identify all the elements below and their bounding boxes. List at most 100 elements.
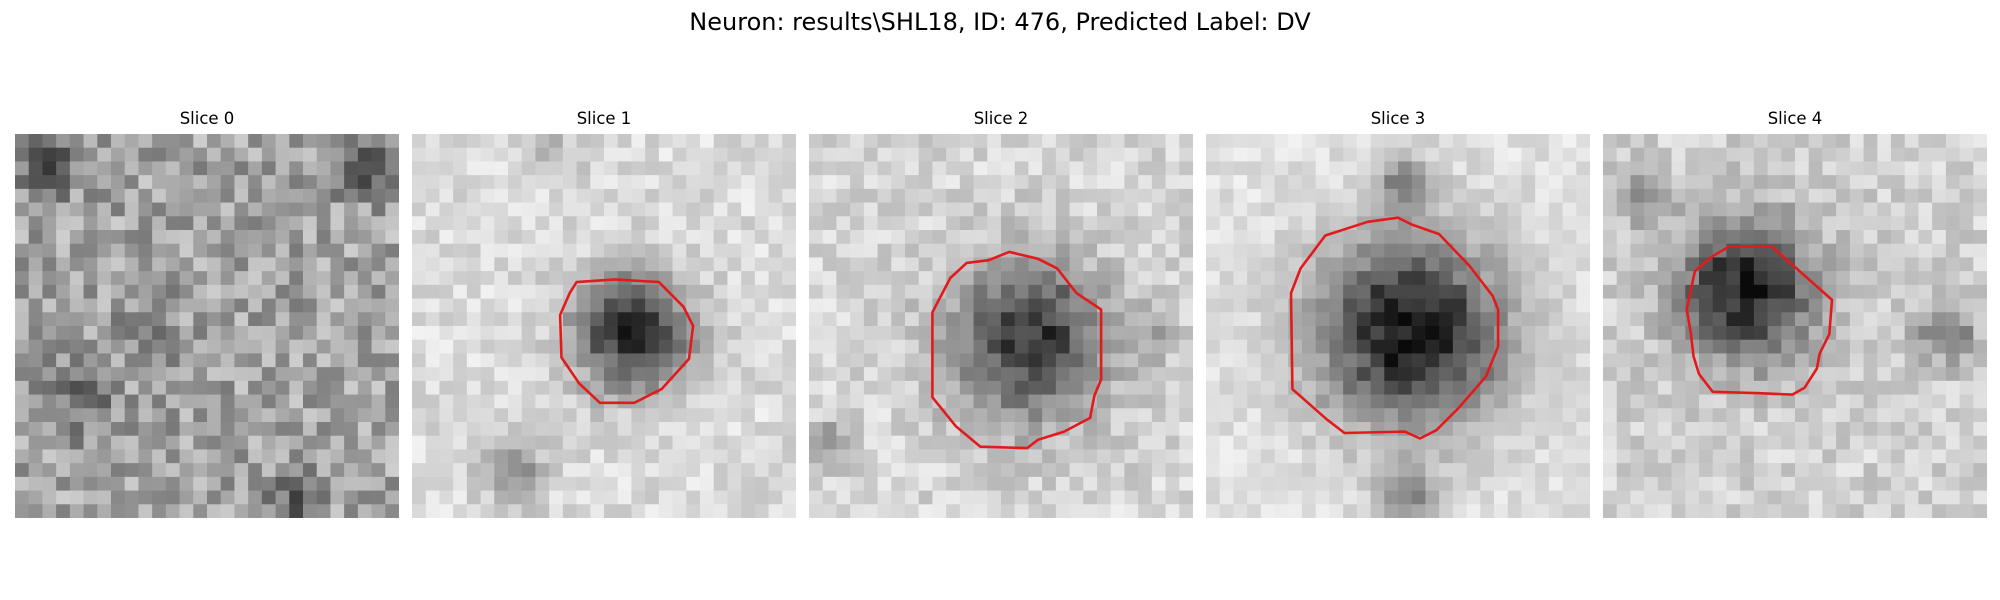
image-pixel	[330, 380, 345, 395]
image-pixel	[1548, 408, 1563, 423]
image-pixel	[1179, 339, 1193, 354]
image-pixel	[1507, 476, 1522, 491]
image-pixel	[1767, 504, 1782, 518]
image-pixel	[1959, 284, 1974, 299]
image-pixel	[1795, 408, 1810, 423]
image-pixel	[480, 326, 495, 341]
image-pixel	[1808, 188, 1823, 203]
image-pixel	[1411, 147, 1426, 162]
image-pixel	[1836, 243, 1851, 258]
image-pixel	[1726, 408, 1741, 423]
image-pixel	[658, 188, 673, 203]
image-pixel	[1014, 339, 1029, 354]
image-pixel	[1014, 490, 1029, 505]
image-pixel	[918, 339, 933, 354]
image-pixel	[1685, 161, 1700, 176]
image-pixel	[1398, 188, 1413, 203]
image-pixel	[973, 147, 988, 162]
image-pixel	[754, 202, 769, 217]
image-pixel	[1877, 243, 1892, 258]
image-pixel	[1945, 435, 1960, 450]
image-pixel	[1165, 476, 1180, 491]
image-pixel	[672, 175, 687, 190]
image-pixel	[1206, 271, 1221, 286]
image-pixel	[1398, 230, 1413, 245]
image-pixel	[562, 216, 577, 231]
image-pixel	[275, 298, 290, 313]
image-pixel	[549, 367, 564, 382]
image-pixel	[1097, 202, 1112, 217]
image-pixel	[42, 408, 57, 423]
image-pixel	[1138, 435, 1153, 450]
image-pixel	[1452, 312, 1467, 327]
image-pixel	[165, 408, 180, 423]
image-pixel	[69, 284, 84, 299]
image-pixel	[1329, 326, 1344, 341]
image-pixel	[1356, 449, 1371, 464]
image-pixel	[344, 353, 359, 368]
image-pixel	[1630, 230, 1645, 245]
image-pixel	[768, 230, 783, 245]
image-pixel	[877, 490, 892, 505]
image-pixel	[275, 504, 290, 518]
image-pixel	[193, 326, 208, 341]
image-pixel	[412, 202, 427, 217]
image-pixel	[946, 161, 961, 176]
image-pixel	[179, 284, 194, 299]
image-pixel	[1110, 449, 1125, 464]
image-pixel	[330, 271, 345, 286]
image-pixel	[494, 463, 509, 478]
image-pixel	[1083, 380, 1098, 395]
image-pixel	[850, 271, 865, 286]
image-pixel	[152, 435, 167, 450]
image-pixel	[1343, 339, 1358, 354]
image-pixel	[645, 435, 660, 450]
image-pixel	[1124, 298, 1139, 313]
image-pixel	[576, 449, 591, 464]
image-pixel	[220, 490, 235, 505]
image-pixel	[1630, 380, 1645, 395]
image-pixel	[124, 353, 139, 368]
image-pixel	[248, 202, 263, 217]
image-pixel	[1767, 339, 1782, 354]
image-pixel	[1699, 230, 1714, 245]
image-pixel	[124, 161, 139, 176]
image-pixel	[1110, 230, 1125, 245]
image-pixel	[1411, 188, 1426, 203]
image-pixel	[1329, 161, 1344, 176]
image-pixel	[658, 271, 673, 286]
image-pixel	[658, 243, 673, 258]
image-pixel	[371, 422, 386, 437]
image-pixel	[165, 147, 180, 162]
image-pixel	[576, 408, 591, 423]
image-pixel	[822, 326, 837, 341]
image-pixel	[316, 284, 331, 299]
image-pixel	[207, 367, 222, 382]
image-pixel	[959, 271, 974, 286]
image-pixel	[877, 339, 892, 354]
image-pixel	[56, 463, 71, 478]
image-pixel	[97, 216, 112, 231]
image-pixel	[1494, 490, 1509, 505]
image-pixel	[303, 161, 318, 176]
image-pixel	[1110, 435, 1125, 450]
image-pixel	[713, 435, 728, 450]
image-pixel	[97, 175, 112, 190]
image-pixel	[1151, 216, 1166, 231]
image-pixel	[83, 339, 98, 354]
image-pixel	[1740, 134, 1755, 149]
image-pixel	[631, 134, 646, 149]
image-pixel	[1356, 367, 1371, 382]
image-pixel	[344, 257, 359, 272]
image-pixel	[303, 257, 318, 272]
image-pixel	[1891, 490, 1906, 505]
image-pixel	[590, 490, 605, 505]
image-pixel	[1233, 463, 1248, 478]
image-pixel	[508, 422, 523, 437]
image-pixel	[1603, 476, 1618, 491]
image-pixel	[207, 476, 222, 491]
image-pixel	[466, 230, 481, 245]
image-pixel	[863, 271, 878, 286]
image-pixel	[1097, 326, 1112, 341]
image-pixel	[1219, 188, 1234, 203]
